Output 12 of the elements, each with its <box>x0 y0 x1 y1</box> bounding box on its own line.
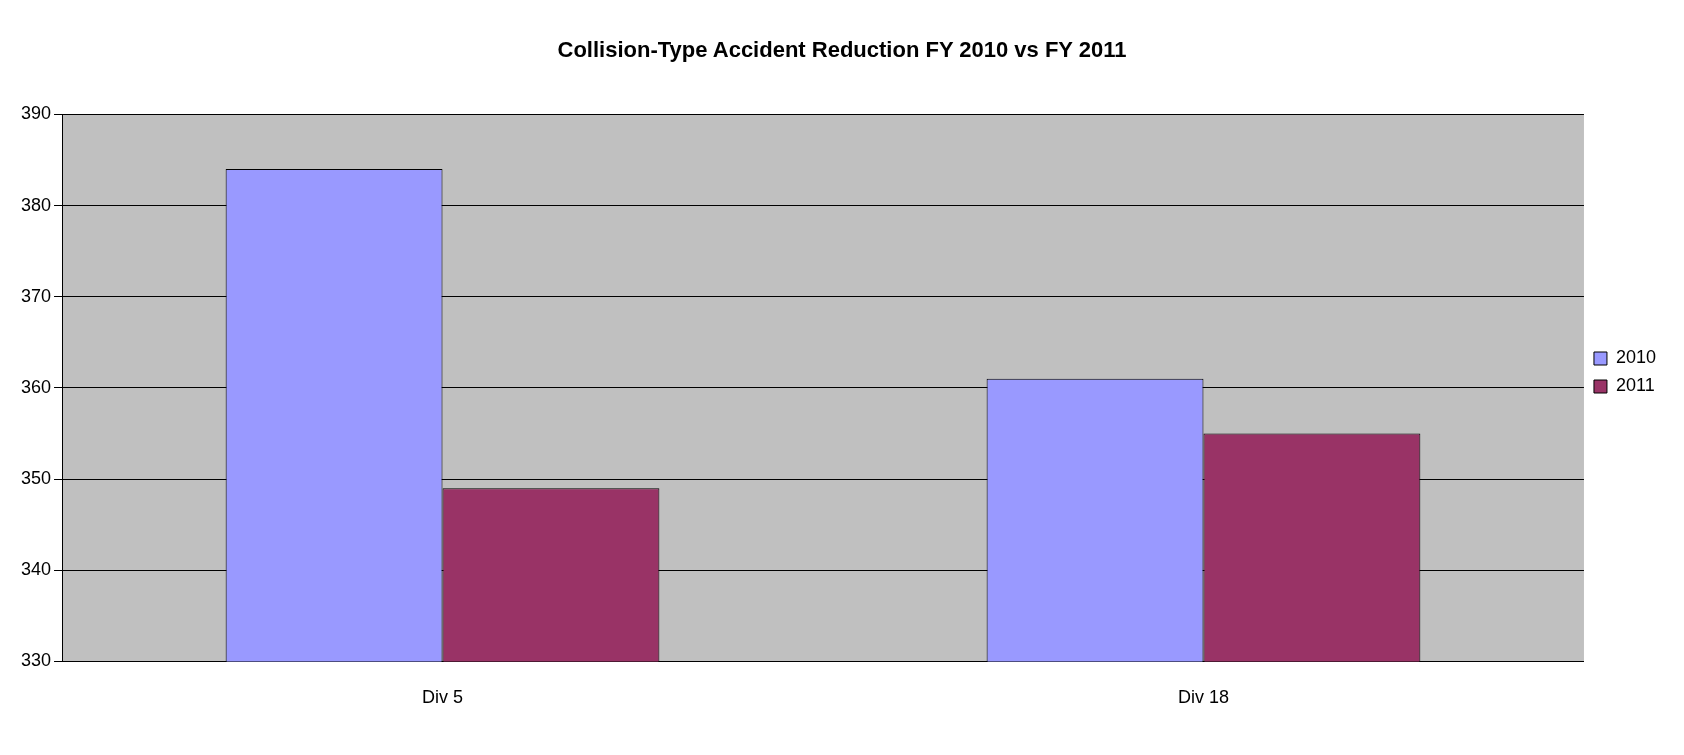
chart-title: Collision-Type Accident Reduction FY 2010 vs FY 2011 <box>557 37 1127 63</box>
legend-label: 2010 <box>1615 347 1656 368</box>
x-tick-label: Div 5 <box>422 687 464 708</box>
y-tick-label: 340 <box>20 559 52 580</box>
legend-label: 2011 <box>1615 375 1655 396</box>
y-tick-label: 360 <box>20 376 52 397</box>
y-tick-label: 380 <box>20 194 52 215</box>
y-tick-label: 390 <box>20 103 52 124</box>
x-tick-label: Div 18 <box>1177 687 1229 708</box>
y-tick-label: 330 <box>20 650 52 671</box>
y-tick-label: 350 <box>20 468 52 489</box>
y-tick-label: 370 <box>20 285 52 306</box>
